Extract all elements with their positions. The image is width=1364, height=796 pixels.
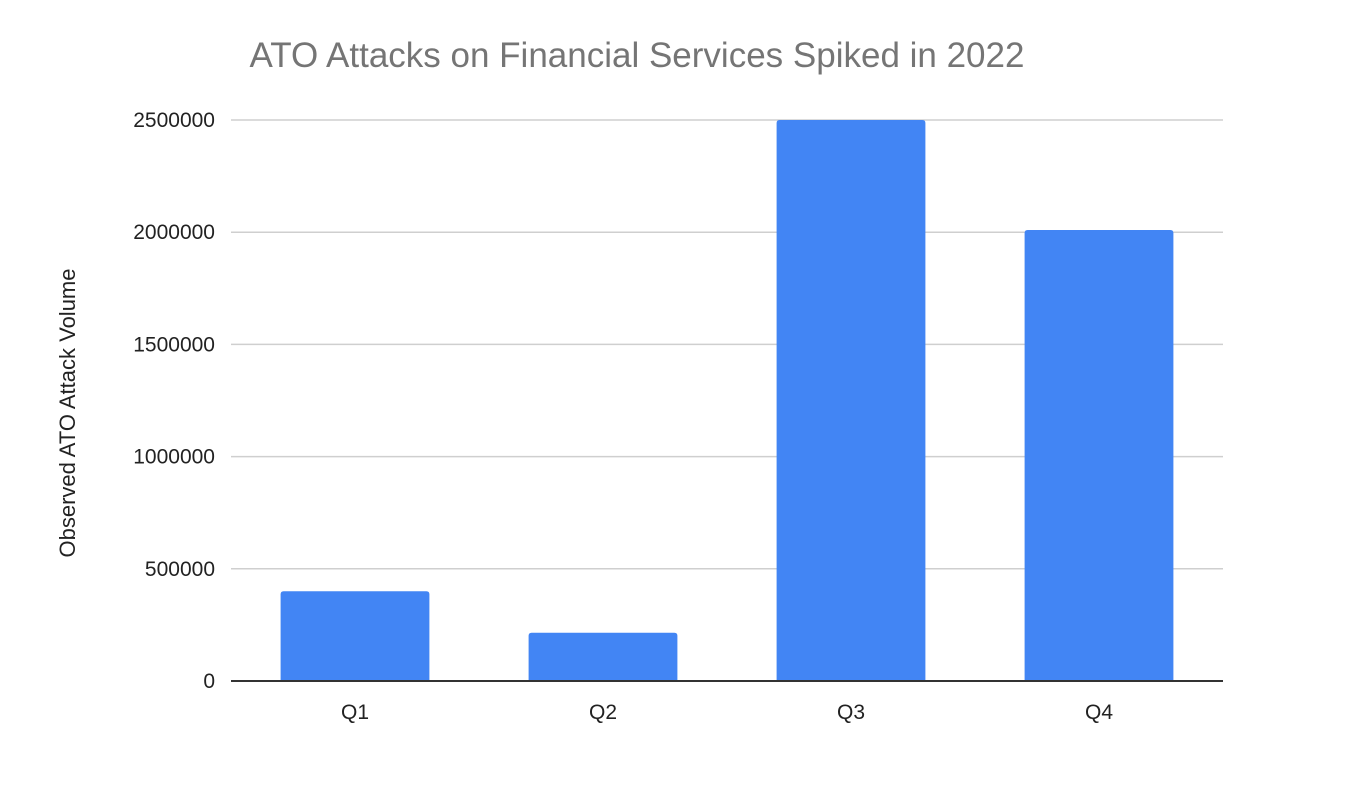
x-tick-label: Q4: [1085, 701, 1113, 724]
y-tick-label: 1000000: [133, 446, 215, 469]
y-tick-label: 2000000: [133, 221, 215, 244]
bar-q3: [776, 120, 926, 681]
y-axis-ticks: 0 500000 1000000 1500000 2000000 2500000: [133, 109, 215, 693]
x-axis-ticks: Q1 Q2 Q3 Q4: [341, 701, 1113, 724]
y-tick-label: 1500000: [133, 333, 215, 356]
x-tick-label: Q2: [589, 701, 617, 724]
x-tick-label: Q1: [341, 701, 369, 724]
bars: [280, 120, 1174, 681]
y-axis-title: Observed ATO Attack Volume: [55, 269, 80, 558]
y-tick-label: 0: [203, 670, 215, 693]
bar-q2: [528, 632, 678, 681]
bar-q4: [1024, 229, 1174, 681]
y-tick-label: 2500000: [133, 109, 215, 132]
y-tick-label: 500000: [145, 558, 215, 581]
x-tick-label: Q3: [837, 701, 865, 724]
bar-q1: [280, 591, 430, 681]
chart-title: ATO Attacks on Financial Services Spiked…: [250, 36, 1025, 75]
